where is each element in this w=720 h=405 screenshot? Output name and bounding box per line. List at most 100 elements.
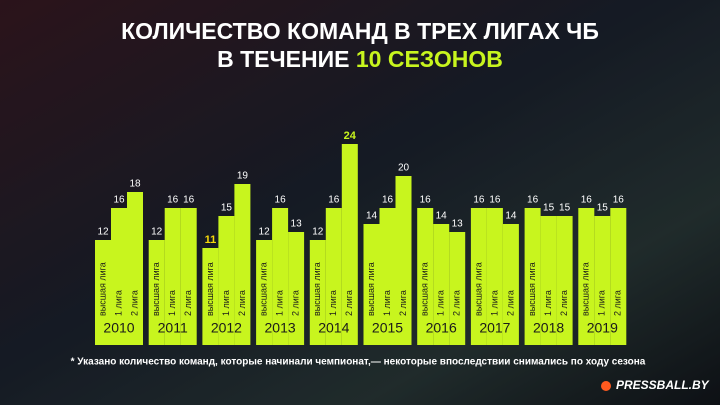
bar: [610, 208, 627, 345]
value-label: 12: [97, 227, 109, 238]
bar: [363, 224, 380, 345]
x-tick-label: 2015: [372, 320, 403, 336]
series-label: высшая лига: [97, 262, 107, 316]
value-label: 16: [489, 195, 501, 206]
series-label: 1 лига: [382, 290, 392, 316]
series-label: высшая лига: [420, 262, 430, 316]
value-label: 16: [113, 195, 125, 206]
bar: [524, 208, 541, 345]
value-label: 16: [328, 195, 340, 206]
value-label: 15: [597, 203, 609, 214]
value-label: 20: [398, 163, 410, 174]
series-label: высшая лига: [366, 262, 376, 316]
series-label: 1 лига: [328, 290, 338, 316]
bar: [202, 248, 219, 345]
x-tick-label: 2010: [103, 320, 134, 336]
bar: [540, 216, 557, 345]
value-label: 16: [581, 195, 593, 206]
series-label: 1 лига: [274, 290, 284, 316]
series-label: 1 лига: [167, 290, 177, 316]
x-tick-label: 2012: [211, 320, 242, 336]
subtitle-text: В ТЕЧЕНИЕ: [217, 46, 349, 72]
value-label: 11: [205, 234, 217, 246]
value-label: 16: [183, 195, 195, 206]
bar: [486, 208, 503, 345]
series-label: 1 лига: [113, 290, 123, 316]
bar: [341, 144, 358, 345]
subtitle-highlight: 10 СЕЗОНОВ: [356, 46, 503, 72]
bar: [433, 224, 450, 345]
bar: [272, 208, 289, 345]
value-label: 12: [312, 227, 324, 238]
value-label: 13: [291, 219, 303, 230]
bar: [180, 208, 197, 345]
logo-dot: [601, 381, 611, 391]
bar: [148, 240, 165, 345]
x-tick-label: 2017: [479, 320, 510, 336]
series-label: 1 лига: [489, 290, 499, 316]
series-label: высшая лига: [151, 262, 161, 316]
bar: [325, 208, 342, 345]
value-label: 12: [259, 227, 271, 238]
bar: [127, 192, 143, 345]
source-logo: PRESSBALL.BY: [616, 378, 710, 392]
value-label: 16: [613, 195, 625, 206]
series-label: 2 лига: [183, 290, 193, 316]
series-label: высшая лига: [581, 262, 591, 316]
value-label: 15: [543, 203, 555, 214]
bar: [379, 208, 396, 345]
series-label: 2 лига: [505, 290, 515, 316]
value-label: 14: [366, 211, 378, 222]
bar: [395, 176, 412, 345]
value-label: 13: [452, 219, 464, 230]
bar: [309, 240, 326, 345]
bar: [256, 240, 273, 345]
value-label: 15: [221, 203, 233, 214]
value-label: 14: [436, 211, 448, 222]
series-label: 2 лига: [559, 290, 569, 316]
series-label: 1 лига: [436, 290, 446, 316]
value-label: 16: [275, 195, 287, 206]
bar: [111, 208, 127, 345]
bar: [417, 208, 434, 345]
series-label: 2 лига: [613, 290, 623, 316]
bar: [218, 216, 235, 345]
series-label: высшая лига: [258, 262, 268, 316]
bar: [556, 216, 573, 345]
value-label: 16: [473, 195, 485, 206]
value-label: 19: [237, 171, 249, 182]
series-label: высшая лига: [473, 262, 483, 316]
value-label: 16: [382, 195, 394, 206]
bar: [449, 232, 466, 345]
series-label: высшая лига: [527, 262, 537, 316]
bar: [288, 232, 305, 345]
series-label: высшая лига: [205, 262, 215, 316]
value-label: 15: [559, 203, 571, 214]
series-label: высшая лига: [312, 262, 322, 316]
x-tick-label: 2019: [587, 320, 618, 336]
x-tick-label: 2011: [158, 320, 188, 336]
series-label: 2 лига: [398, 290, 408, 316]
value-label: 18: [129, 179, 141, 190]
bar: [164, 208, 181, 345]
bar: [95, 240, 111, 345]
bar: [470, 208, 487, 345]
bar: [578, 208, 595, 345]
value-label: 16: [527, 195, 539, 206]
x-tick-label: 2016: [426, 320, 457, 336]
value-label: 16: [167, 195, 179, 206]
chart-title: КОЛИЧЕСТВО КОМАНД В ТРЕХ ЛИГАХ ЧБ: [121, 18, 599, 44]
series-label: 1 лига: [597, 290, 607, 316]
chart-subtitle: В ТЕЧЕНИЕ 10 СЕЗОНОВ: [217, 46, 503, 72]
series-label: 2 лига: [237, 290, 247, 316]
bar: [502, 224, 519, 345]
value-label: 14: [505, 211, 517, 222]
value-label: 12: [151, 227, 163, 238]
x-tick-label: 2014: [318, 320, 349, 336]
x-tick-label: 2018: [533, 320, 564, 336]
series-label: 2 лига: [452, 290, 462, 316]
x-tick-label: 2013: [265, 320, 296, 336]
series-label: 1 лига: [543, 290, 553, 316]
value-label: 24: [344, 130, 357, 142]
